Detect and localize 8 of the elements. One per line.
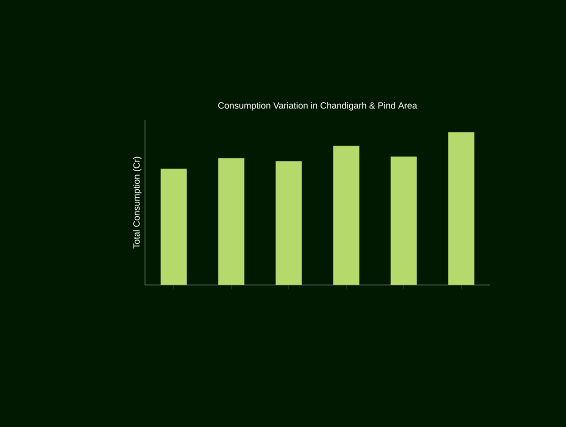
bar <box>160 168 187 285</box>
bar <box>390 156 417 285</box>
chart-title: Consumption Variation in Chandigarh & Pind Area <box>218 102 418 110</box>
bar <box>218 158 244 285</box>
bar <box>276 161 302 285</box>
y-axis-title: Total Consumption (Cr) <box>133 156 142 249</box>
bar <box>333 146 360 285</box>
bar <box>448 132 474 285</box>
